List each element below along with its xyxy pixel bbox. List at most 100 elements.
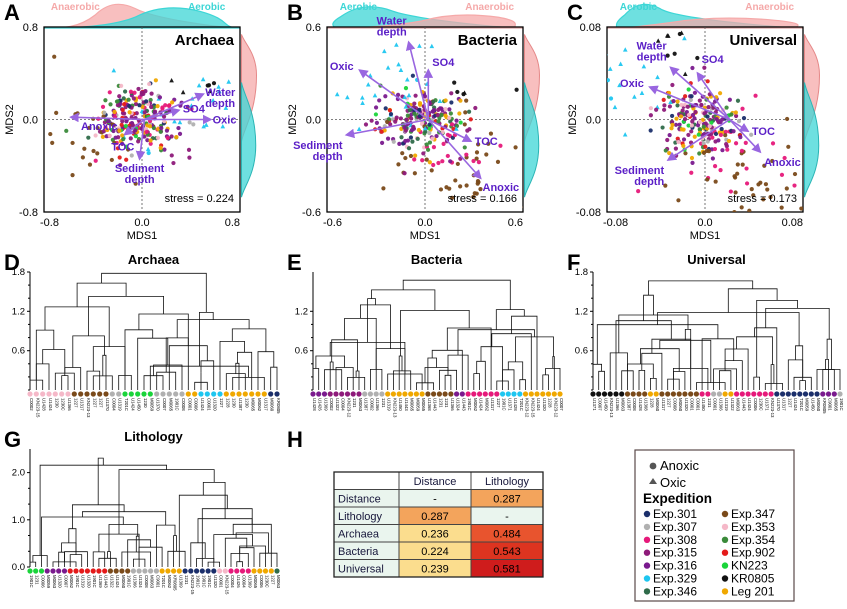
svg-text:T201C: T201C bbox=[519, 398, 524, 411]
svg-text:M0059: M0059 bbox=[415, 398, 420, 412]
svg-text:U1387: U1387 bbox=[364, 398, 369, 411]
svg-text:C0002: C0002 bbox=[369, 398, 374, 411]
svg-text:U1424: U1424 bbox=[793, 398, 798, 411]
svg-text:0.6: 0.6 bbox=[295, 346, 308, 357]
svg-text:Oxic: Oxic bbox=[620, 78, 644, 90]
svg-text:C0004: C0004 bbox=[242, 575, 247, 588]
svg-text:U1424: U1424 bbox=[479, 398, 484, 411]
svg-text:U1424: U1424 bbox=[48, 398, 53, 411]
svg-text:0.08: 0.08 bbox=[580, 22, 601, 34]
svg-text:M0062: M0062 bbox=[257, 398, 262, 412]
svg-text:1230: 1230 bbox=[232, 398, 237, 408]
svg-text:-0.08: -0.08 bbox=[603, 217, 628, 229]
svg-text:U1322: U1322 bbox=[109, 575, 114, 588]
svg-text:Bacteria: Bacteria bbox=[411, 252, 463, 267]
svg-text:C0006: C0006 bbox=[194, 398, 199, 411]
svg-text:C0001: C0001 bbox=[219, 575, 224, 588]
svg-text:MDS2: MDS2 bbox=[287, 104, 299, 135]
svg-text:Oxic: Oxic bbox=[213, 115, 237, 127]
svg-text:U1428: U1428 bbox=[42, 398, 47, 411]
svg-text:U1426: U1426 bbox=[318, 398, 323, 411]
svg-text:KN223-13: KN223-13 bbox=[609, 398, 614, 418]
svg-text:M0063: M0063 bbox=[276, 575, 281, 589]
svg-text:1230: 1230 bbox=[143, 398, 148, 408]
svg-text:U1317: U1317 bbox=[661, 398, 666, 411]
svg-text:Exp.315: Exp.315 bbox=[653, 546, 697, 560]
svg-text:Lithology: Lithology bbox=[485, 476, 530, 488]
svg-text:U1387: U1387 bbox=[627, 398, 632, 411]
svg-text:1901C: 1901C bbox=[467, 398, 472, 411]
svg-text:2.0: 2.0 bbox=[12, 468, 25, 479]
svg-text:U1320: U1320 bbox=[86, 575, 91, 588]
svg-text:M0060: M0060 bbox=[816, 398, 821, 412]
svg-text:1227: 1227 bbox=[496, 398, 501, 408]
svg-text:U1317: U1317 bbox=[782, 398, 787, 411]
svg-text:U1443: U1443 bbox=[404, 398, 409, 411]
svg-text:U1322: U1322 bbox=[335, 398, 340, 411]
svg-text:MDS1: MDS1 bbox=[410, 230, 441, 242]
svg-text:M0059: M0059 bbox=[149, 398, 154, 412]
svg-text:U1368: U1368 bbox=[644, 398, 649, 411]
svg-text:0.0: 0.0 bbox=[23, 115, 38, 127]
svg-text:0.239: 0.239 bbox=[421, 564, 449, 576]
svg-text:U1369: U1369 bbox=[178, 575, 183, 588]
svg-text:C0007: C0007 bbox=[64, 575, 69, 588]
svg-text:1231: 1231 bbox=[381, 398, 386, 408]
svg-text:-0.6: -0.6 bbox=[323, 217, 342, 229]
svg-text:1.2: 1.2 bbox=[295, 306, 308, 317]
svg-text:Anoxic: Anoxic bbox=[660, 458, 700, 473]
svg-text:0.8: 0.8 bbox=[225, 217, 240, 229]
svg-text:C0007: C0007 bbox=[162, 398, 167, 411]
svg-text:U1322: U1322 bbox=[730, 398, 735, 411]
svg-text:U1369: U1369 bbox=[247, 575, 252, 588]
svg-text:1901C: 1901C bbox=[201, 575, 206, 588]
svg-text:C0001: C0001 bbox=[187, 398, 192, 411]
svg-text:Anaerobic: Anaerobic bbox=[51, 2, 100, 13]
svg-text:Bacteria: Bacteria bbox=[458, 32, 518, 49]
svg-text:KN223-12: KN223-12 bbox=[347, 398, 352, 418]
svg-text:Leg 201: Leg 201 bbox=[731, 584, 775, 598]
svg-text:0.224: 0.224 bbox=[421, 546, 449, 558]
svg-text:-: - bbox=[433, 494, 437, 506]
svg-text:0.6: 0.6 bbox=[12, 346, 25, 357]
svg-text:stress = 0.166: stress = 0.166 bbox=[448, 193, 517, 205]
svg-text:U1370: U1370 bbox=[156, 398, 161, 411]
svg-text:U1450: U1450 bbox=[398, 398, 403, 411]
svg-text:M0065: M0065 bbox=[410, 398, 415, 412]
svg-text:U1320: U1320 bbox=[213, 575, 218, 588]
svg-text:M0065: M0065 bbox=[833, 398, 838, 412]
svg-text:C0001: C0001 bbox=[690, 398, 695, 411]
svg-text:1228: 1228 bbox=[548, 398, 553, 408]
svg-text:M0062: M0062 bbox=[167, 575, 172, 589]
svg-text:M0065: M0065 bbox=[251, 398, 256, 412]
svg-text:Exp.307: Exp.307 bbox=[653, 520, 697, 534]
svg-text:Archaea: Archaea bbox=[128, 252, 180, 267]
svg-text:U1443: U1443 bbox=[741, 398, 746, 411]
svg-text:0.0: 0.0 bbox=[586, 115, 601, 127]
svg-text:0.543: 0.543 bbox=[493, 546, 521, 558]
svg-text:M0065: M0065 bbox=[168, 398, 173, 412]
svg-text:Archaea: Archaea bbox=[338, 529, 380, 541]
svg-text:U1320: U1320 bbox=[58, 575, 63, 588]
svg-text:-0.8: -0.8 bbox=[40, 217, 59, 229]
svg-text:depth: depth bbox=[313, 151, 343, 163]
svg-text:Anaerobic: Anaerobic bbox=[745, 2, 794, 13]
svg-text:C0006: C0006 bbox=[259, 575, 264, 588]
svg-text:SO4: SO4 bbox=[702, 54, 725, 66]
svg-text:1231: 1231 bbox=[35, 575, 40, 585]
svg-text:1230C: 1230C bbox=[265, 575, 270, 588]
svg-text:1901C: 1901C bbox=[196, 575, 201, 588]
svg-text:0.484: 0.484 bbox=[493, 529, 521, 541]
svg-text:0.287: 0.287 bbox=[421, 511, 449, 523]
svg-text:T201C: T201C bbox=[161, 575, 166, 588]
svg-text:1901C: 1901C bbox=[75, 575, 80, 588]
svg-text:KN223-15: KN223-15 bbox=[224, 575, 229, 595]
svg-text:C0008: C0008 bbox=[672, 398, 677, 411]
svg-text:0.0: 0.0 bbox=[306, 115, 321, 127]
svg-text:1231: 1231 bbox=[707, 398, 712, 408]
svg-text:U1371: U1371 bbox=[592, 398, 597, 411]
svg-text:U1317: U1317 bbox=[263, 398, 268, 411]
svg-text:M0063: M0063 bbox=[52, 575, 57, 589]
svg-text:U1319: U1319 bbox=[118, 398, 123, 411]
svg-text:Aerobic: Aerobic bbox=[188, 2, 226, 13]
